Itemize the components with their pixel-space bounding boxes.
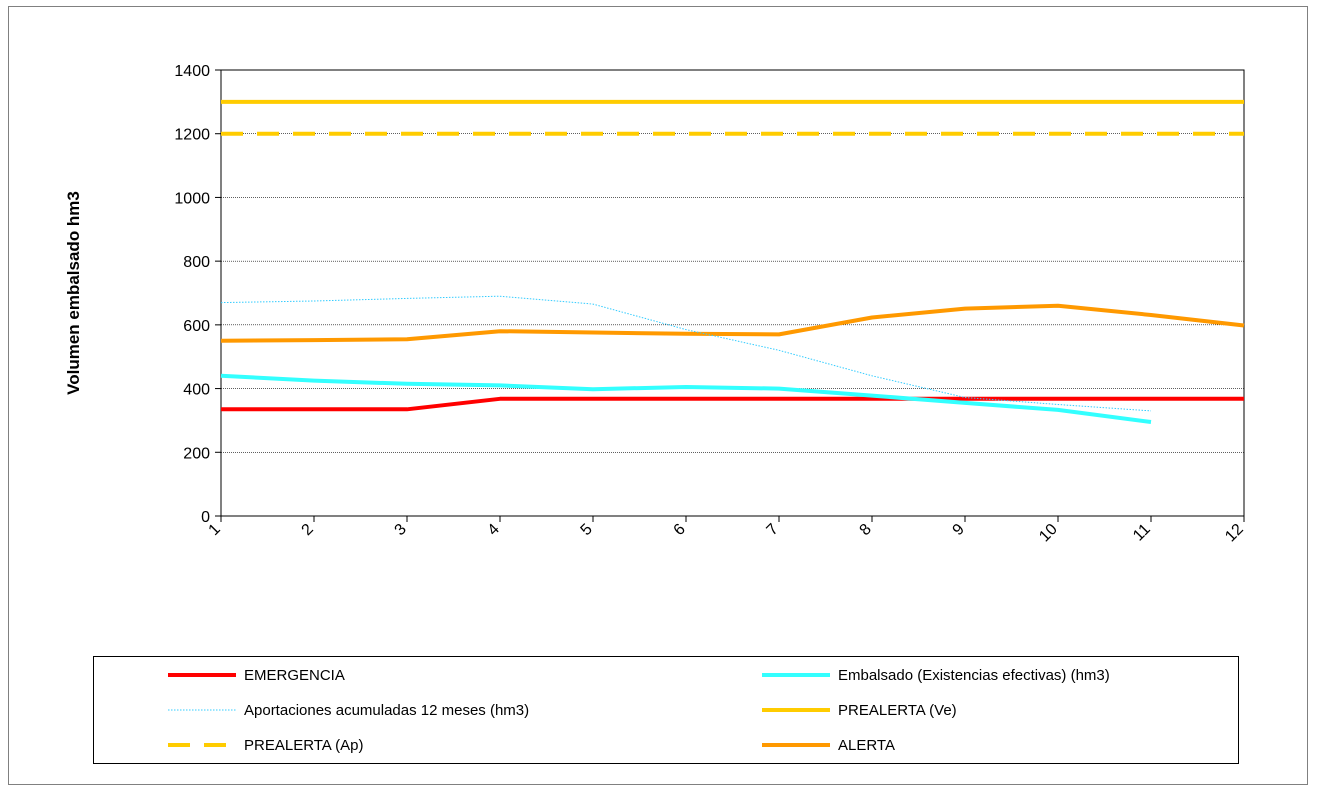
x-tick-label: 2 [299,521,317,539]
series-line-5 [220,303,1245,343]
series-line-1 [220,373,1152,424]
x-tick-label: 5 [578,521,596,539]
legend-item: Aportaciones acumuladas 12 meses (hm3) [166,695,529,725]
legend-label: PREALERTA (Ve) [838,701,957,719]
x-tick-label: 8 [857,521,875,539]
legend-swatch [168,673,236,677]
x-tick-label: 11 [1130,521,1154,545]
x-tick-label: 9 [950,521,968,539]
legend: EMERGENCIA Embalsado (Existencias efectiv… [93,656,1239,764]
legend-swatch [762,673,830,677]
legend-item: PREALERTA (Ve) [760,695,957,725]
y-tick-label: 600 [183,318,210,335]
y-tick-label: 800 [183,254,210,271]
x-tick-label: 1 [206,521,224,539]
y-axis: 0 200 400 600 800 1000 1200 1400 [174,63,221,526]
legend-item: PREALERTA (Ap) [166,730,364,760]
legend-swatch [762,743,830,747]
series-line-0 [221,396,1244,412]
y-tick-label: 400 [183,382,210,399]
chart-frame [8,6,1308,785]
legend-label: ALERTA [838,736,895,754]
y-tick-label: 200 [183,445,210,462]
plot-area [220,69,1245,517]
legend-swatch [762,708,830,712]
y-tick-label: 1000 [174,190,210,207]
y-tick-label: 1400 [174,63,210,80]
series-group [220,99,1245,424]
legend-item: ALERTA [760,730,895,760]
y-tick-label: 0 [201,509,210,526]
y-tick-label: 1200 [174,127,210,144]
legend-swatch [168,743,236,747]
legend-swatch [168,709,236,711]
x-tick-label: 7 [764,521,782,539]
x-tick-label: 3 [392,521,410,539]
x-tick-label: 12 [1222,521,1247,546]
legend-label: EMERGENCIA [244,666,345,684]
y-axis-label: Volumen embalsado hm3 [64,191,83,395]
legend-label: PREALERTA (Ap) [244,736,364,754]
x-tick-label: 10 [1036,521,1061,546]
legend-label: Embalsado (Existencias efectivas) (hm3) [838,666,1110,684]
series-line-2 [220,295,1152,412]
legend-label: Aportaciones acumuladas 12 meses (hm3) [244,701,530,719]
x-axis: 1 2 3 4 5 6 7 8 9 10 11 12 [206,516,1247,545]
gridlines [221,133,1244,453]
x-tick-label: 4 [485,521,503,539]
x-tick-label: 6 [671,521,689,539]
legend-item: EMERGENCIA [166,660,345,690]
legend-item: Embalsado (Existencias efectivas) (hm3) [760,660,1110,690]
